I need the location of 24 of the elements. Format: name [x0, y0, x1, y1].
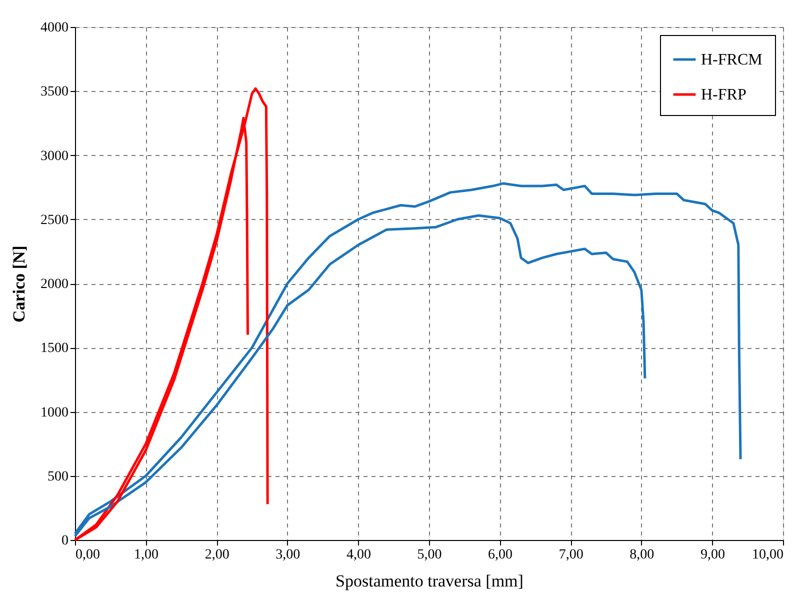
y-tick-label: 500 — [48, 469, 68, 484]
y-tick-label: 4000 — [40, 20, 68, 36]
y-tick-label: 3000 — [40, 148, 68, 164]
x-tick-label: 10,00 — [752, 548, 784, 562]
x-tick-label: 1,00 — [134, 548, 159, 562]
x-tick-label: 8,00 — [630, 548, 654, 562]
x-tick-label: 6,00 — [488, 548, 513, 562]
y-tick-label: 1000 — [40, 405, 68, 420]
y-tick-label: 3500 — [40, 84, 68, 100]
x-tick-label: 2,00 — [204, 548, 230, 562]
x-tick-label: 3,00 — [276, 548, 300, 562]
y-tick-label: 2500 — [40, 212, 68, 228]
x-tick-label: 5,00 — [417, 548, 442, 562]
x-tick-label: 7,00 — [558, 548, 584, 562]
y-tick-label: 0 — [62, 534, 68, 548]
x-tick-label: 9,00 — [700, 548, 725, 562]
legend-label: H-FRCM — [701, 52, 762, 68]
y-tick-label: 1500 — [40, 341, 68, 356]
x-axis-title: Spostamento traversa [mm] — [336, 572, 524, 590]
x-tick-label: 4,00 — [346, 548, 371, 562]
y-tick-label: 2000 — [40, 277, 68, 292]
legend-label: H-FRP — [701, 86, 746, 104]
y-axis-title: Carico [N] — [10, 246, 28, 322]
x-tick-label: 0,00 — [76, 548, 100, 562]
